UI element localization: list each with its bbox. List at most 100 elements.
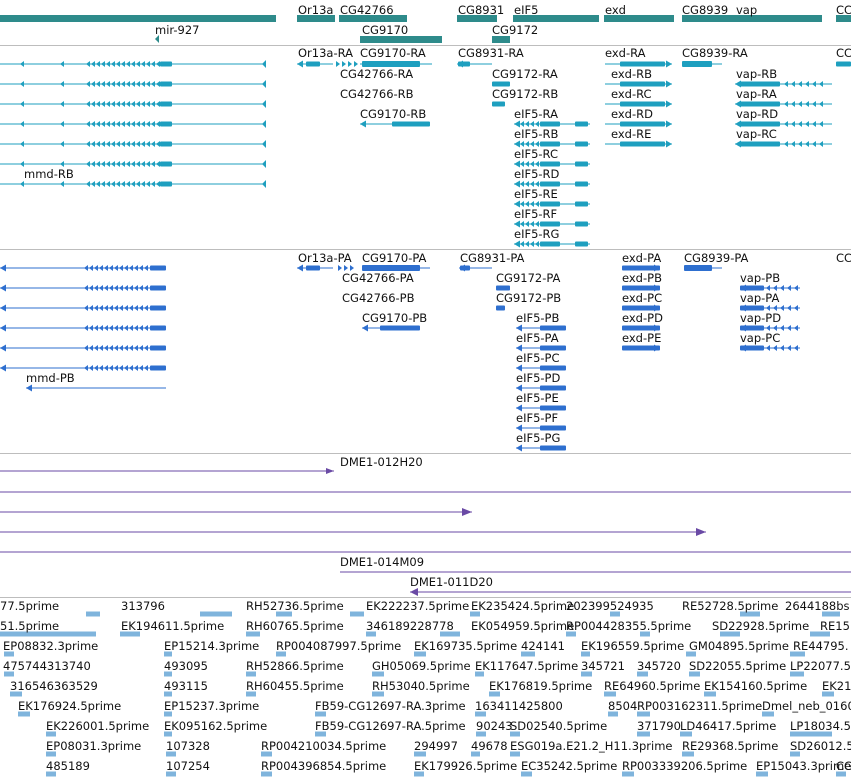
est-track-label[interactable]: LP22077.5 (790, 659, 851, 673)
est-segment[interactable] (637, 711, 650, 717)
vap-protein-chevron[interactable] (766, 285, 770, 291)
mmd-protein-chevron[interactable] (84, 305, 88, 311)
est-track-label[interactable]: FB59-CG12697-RA.3prime (315, 699, 466, 713)
est-track-label[interactable]: EK054959.5prime (471, 619, 575, 633)
est-track-label[interactable]: EK194611.5prime (121, 619, 225, 633)
eif5-protein-exon[interactable] (540, 345, 566, 351)
est-segment[interactable] (261, 771, 272, 777)
exd-transcript-strand-arrow[interactable] (666, 140, 672, 148)
mmd-transcript-chevron[interactable] (20, 161, 24, 167)
mmd-protein-chevron[interactable] (94, 265, 98, 271)
cg9172-pb-protein-exon[interactable] (496, 305, 505, 311)
cg42766-ra-transcript-chevron[interactable] (348, 61, 352, 67)
mmd-transcript-chevron[interactable] (86, 81, 90, 87)
mmd-protein-chevron[interactable] (94, 285, 98, 291)
eif5-transcript-exon[interactable] (540, 141, 560, 147)
cg9170-rb-transcript-strand-arrow[interactable] (360, 120, 366, 128)
mmd-transcript-chevron[interactable] (20, 141, 24, 147)
mmd-transcript-chevron[interactable] (20, 121, 24, 127)
mmd-protein-chevron[interactable] (129, 325, 133, 331)
est-segment[interactable] (510, 751, 520, 757)
est-segment[interactable] (604, 691, 616, 697)
mmd-protein-strand-arrow[interactable] (0, 324, 6, 332)
mmd-transcript-chevron[interactable] (151, 101, 155, 107)
vap-protein-chevron[interactable] (794, 305, 798, 311)
est-segment[interactable] (366, 631, 376, 637)
mmd-transcript-chevron[interactable] (151, 81, 155, 87)
eif5-transcript-exon[interactable] (575, 181, 588, 187)
mmd-transcript-chevron[interactable] (20, 101, 24, 107)
eif5-protein-exon[interactable] (540, 325, 566, 331)
mmd-transcript-chevron[interactable] (146, 81, 150, 87)
clone-track-label[interactable]: DME1-011D20 (410, 575, 493, 589)
eif5-protein-strand-arrow[interactable] (516, 364, 522, 372)
mmd-transcript-chevron[interactable] (106, 61, 110, 67)
cg9170-gene-bar[interactable] (360, 36, 442, 43)
vap-protein-chevron[interactable] (780, 285, 784, 291)
cg8931-pa-protein-strand-arrow[interactable] (459, 264, 465, 272)
exd-transcript-exon[interactable] (620, 121, 665, 127)
cc-ra-transcript-exon[interactable] (836, 61, 851, 67)
eif5-transcript-exon[interactable] (540, 181, 560, 187)
est-segment[interactable] (315, 731, 326, 737)
mmd-protein-chevron[interactable] (119, 285, 123, 291)
mmd-protein-chevron[interactable] (104, 345, 108, 351)
mmd-protein-chevron[interactable] (109, 345, 113, 351)
cg8931-gene-bar[interactable] (457, 15, 497, 22)
mmd-transcript-chevron[interactable] (131, 121, 135, 127)
est-segment[interactable] (686, 651, 696, 657)
est-track-label[interactable]: EK176924.5prime (18, 699, 122, 713)
mmd-protein-chevron[interactable] (134, 365, 138, 371)
est-segment[interactable] (489, 691, 500, 697)
est-segment[interactable] (810, 631, 830, 637)
mmd-transcript-chevron[interactable] (111, 81, 115, 87)
mmd-transcript-chevron[interactable] (151, 161, 155, 167)
est-track-label[interactable]: EK222237.5prime (366, 599, 470, 613)
mmd-protein-chevron[interactable] (124, 285, 128, 291)
est-track-label[interactable]: RH52866.5prime (246, 659, 344, 673)
est-track-label[interactable]: 485189 (46, 759, 90, 773)
refseq-track-label[interactable]: CG8939-PA (684, 251, 749, 265)
est-track-label[interactable]: EP15237.3prime (164, 699, 260, 713)
vap-transcript-strand-arrow[interactable] (735, 80, 741, 88)
mmd-transcript-chevron[interactable] (111, 101, 115, 107)
flybase-track-label[interactable]: CG42766-RA (340, 67, 414, 81)
mmd-transcript-chevron[interactable] (151, 121, 155, 127)
est-track-label[interactable]: 202399524935 (566, 599, 654, 613)
mmd-transcript-chevron[interactable] (116, 61, 120, 67)
eif5-transcript-strand-arrow[interactable] (514, 200, 520, 208)
refseq-track-label[interactable]: eIF5-PC (516, 351, 560, 365)
mmd-protein-chevron[interactable] (114, 285, 118, 291)
est-segment[interactable] (164, 731, 172, 737)
est-track-label[interactable]: LP18034.5 (790, 719, 851, 733)
eif5-protein-strand-arrow[interactable] (516, 344, 522, 352)
mmd-protein-chevron[interactable] (124, 265, 128, 271)
mmd-transcript-chevron[interactable] (106, 161, 110, 167)
mmd-protein-chevron[interactable] (134, 345, 138, 351)
vap-transcript-chevron[interactable] (812, 81, 816, 87)
clone-arrow[interactable] (326, 468, 334, 474)
mmd-transcript-chevron[interactable] (96, 161, 100, 167)
eif5-transcript-chevron[interactable] (535, 221, 539, 227)
est-segment[interactable] (822, 611, 840, 617)
est-segment[interactable] (10, 691, 22, 697)
cg42766-pa-protein-chevron[interactable] (338, 265, 342, 271)
est-track-label[interactable]: LD46417.5prime (680, 719, 777, 733)
refseq-track-label[interactable]: exd-PA (622, 251, 662, 265)
mmd-transcript-chevron[interactable] (126, 141, 130, 147)
est-segment[interactable] (46, 771, 56, 777)
est-segment[interactable] (4, 651, 14, 657)
est-segment[interactable] (762, 711, 774, 717)
mmd-protein-chevron[interactable] (104, 325, 108, 331)
vap-gene-bar[interactable] (682, 15, 822, 22)
mmd-transcript-chevron[interactable] (91, 121, 95, 127)
gene-track-label[interactable]: CG42766 (340, 3, 394, 17)
mmd-transcript-chevron[interactable] (156, 121, 160, 127)
refseq-track-label[interactable]: eIF5-PF (516, 411, 559, 425)
mmd-transcript-chevron[interactable] (136, 121, 140, 127)
mmd-protein-chevron[interactable] (84, 265, 88, 271)
exd-transcript-strand-arrow[interactable] (666, 80, 672, 88)
est-segment[interactable] (640, 631, 650, 637)
or13a-pa-protein-exon[interactable] (306, 265, 320, 271)
mmd-protein-chevron[interactable] (94, 345, 98, 351)
